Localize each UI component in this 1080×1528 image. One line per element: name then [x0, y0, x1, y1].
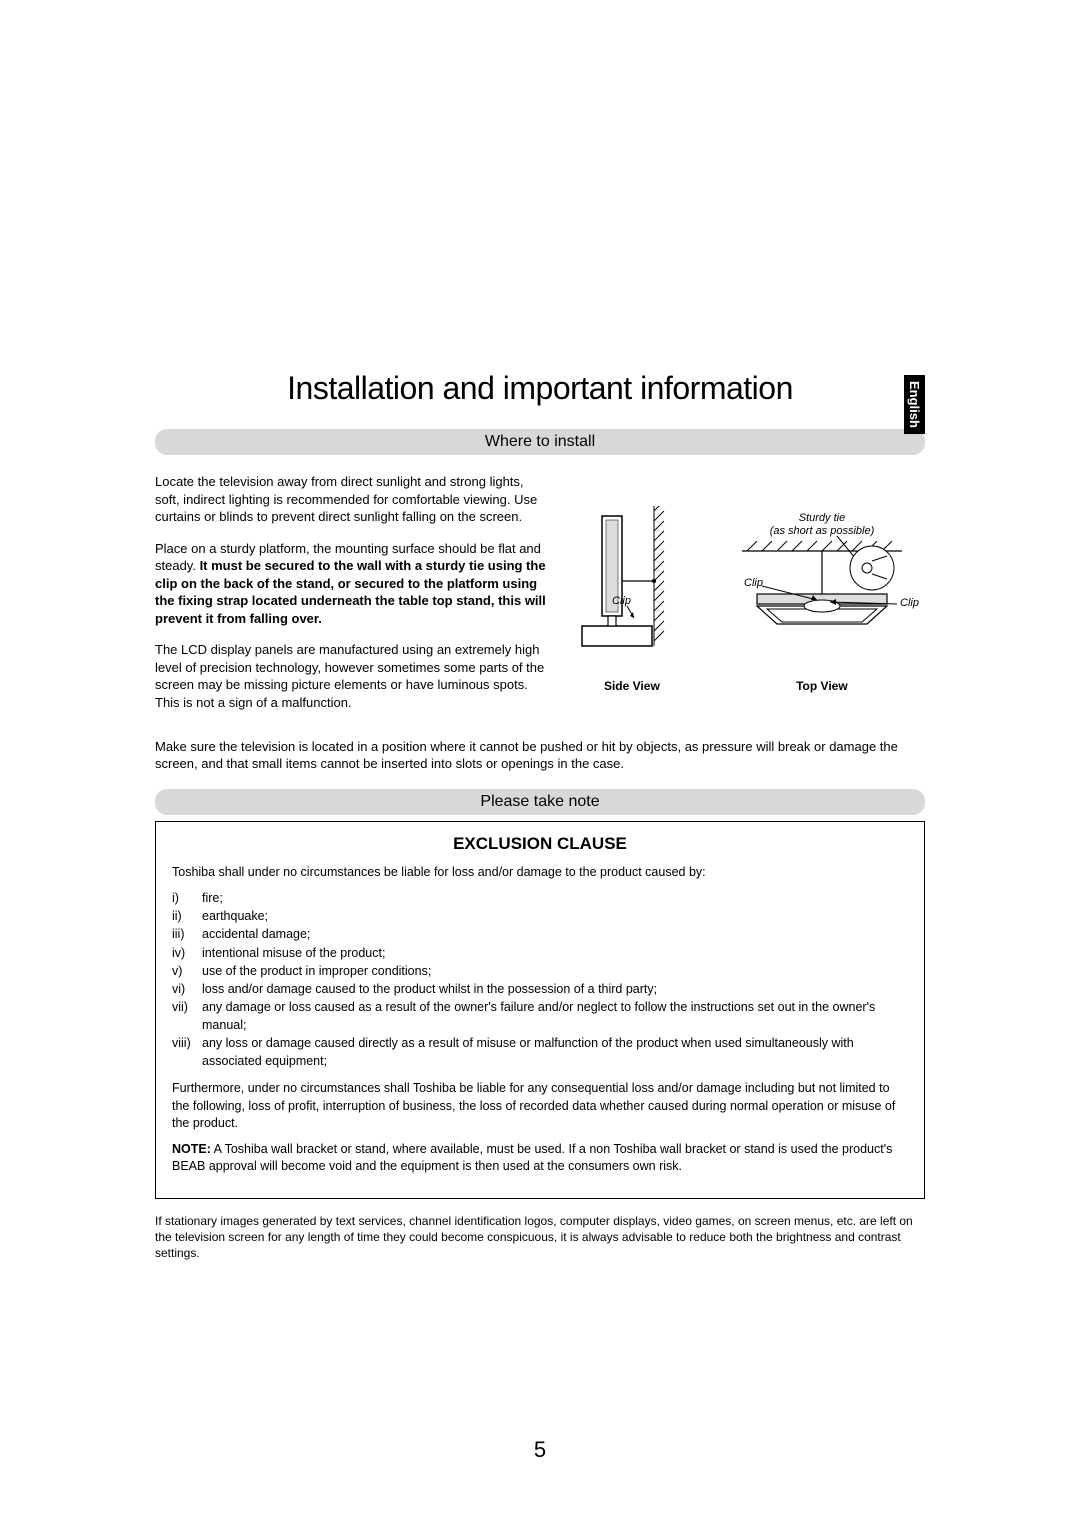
side-view-label: Side View: [572, 679, 692, 693]
language-tab: English: [904, 375, 925, 434]
exclusion-item: vi)loss and/or damage caused to the prod…: [172, 980, 908, 998]
svg-text:Clip: Clip: [744, 577, 763, 589]
svg-text:Clip: Clip: [900, 597, 919, 609]
section-header-where-to-install: Where to install: [155, 429, 925, 455]
exclusion-intro: Toshiba shall under no circumstances be …: [172, 864, 908, 882]
exclusion-item: v)use of the product in improper conditi…: [172, 962, 908, 980]
top-view-label: Top View: [722, 679, 922, 693]
section-header-please-take-note: Please take note: [155, 789, 925, 815]
footnote-stationary-images: If stationary images generated by text s…: [155, 1213, 925, 1262]
exclusion-item: vii)any damage or loss caused as a resul…: [172, 998, 908, 1034]
exclusion-box: EXCLUSION CLAUSE Toshiba shall under no …: [155, 821, 925, 1199]
sturdy-tie-label-1: Sturdy tie: [799, 512, 845, 524]
page-title: Installation and important information: [155, 370, 925, 407]
paragraph-lcd: The LCD display panels are manufactured …: [155, 641, 549, 711]
clip-label: Clip: [612, 595, 631, 607]
exclusion-item: ii)earthquake;: [172, 907, 908, 925]
exclusion-item: iv)intentional misuse of the product;: [172, 944, 908, 962]
exclusion-item: viii)any loss or damage caused directly …: [172, 1034, 908, 1070]
exclusion-furthermore: Furthermore, under no circumstances shal…: [172, 1080, 908, 1133]
page-number: 5: [0, 1437, 1080, 1463]
top-view-icon: Sturdy tie (as short as possible): [722, 506, 922, 666]
installation-diagram: Clip Side View Sturdy tie (as short as p…: [572, 506, 922, 693]
sturdy-tie-label-2: (as short as possible): [770, 525, 875, 537]
paragraph-locate: Locate the television away from direct s…: [155, 473, 549, 526]
exclusion-item: iii)accidental damage;: [172, 925, 908, 943]
side-view-icon: Clip: [572, 506, 692, 666]
exclusion-note: NOTE: A Toshiba wall bracket or stand, w…: [172, 1141, 908, 1176]
exclusion-title: EXCLUSION CLAUSE: [172, 834, 908, 854]
paragraph-platform: Place on a sturdy platform, the mounting…: [155, 540, 549, 628]
exclusion-item: i)fire;: [172, 889, 908, 907]
exclusion-list: i)fire;ii)earthquake;iii)accidental dama…: [172, 889, 908, 1070]
paragraph-position: Make sure the television is located in a…: [155, 738, 925, 773]
